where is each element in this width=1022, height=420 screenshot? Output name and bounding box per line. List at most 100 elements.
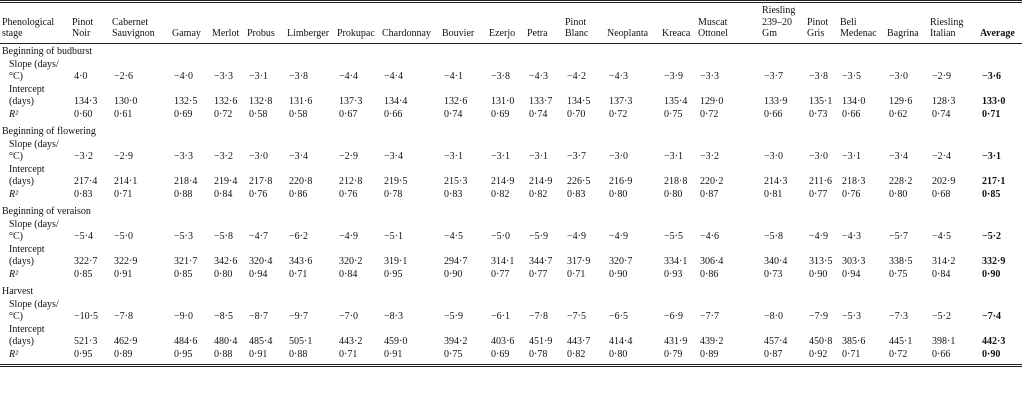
cell-value: 0·90 bbox=[444, 269, 463, 280]
column-header: Bagrina bbox=[885, 1, 928, 44]
cell-value: 0·67 bbox=[339, 109, 358, 120]
cell-value: −7·8 bbox=[114, 310, 133, 322]
cell-value: 0·85 bbox=[74, 269, 93, 280]
cell-value: 220·8 bbox=[289, 175, 313, 187]
row-label: R² bbox=[9, 109, 19, 120]
cell-value: 129·6 bbox=[889, 95, 913, 107]
cell-value: −6·5 bbox=[609, 310, 628, 322]
cell-value: −5·9 bbox=[529, 230, 548, 242]
cell-value: 0·91 bbox=[384, 349, 403, 360]
cell-value: −9·7 bbox=[289, 310, 308, 322]
cell-value: 134·5 bbox=[567, 95, 591, 107]
cell-value: 0·94 bbox=[842, 269, 861, 280]
cell-value: 0·69 bbox=[491, 109, 510, 120]
row-label: Intercept (days) bbox=[9, 244, 45, 267]
cell-value: −6·2 bbox=[289, 230, 308, 242]
cell-value: 338·5 bbox=[889, 255, 913, 267]
cell-value: −3·0 bbox=[249, 150, 268, 162]
cell-value: 135·4 bbox=[664, 95, 688, 107]
cell-value: 0·78 bbox=[529, 349, 548, 360]
cell-value: 0·95 bbox=[74, 349, 93, 360]
cell-value: 0·74 bbox=[444, 109, 463, 120]
cell-value: 132·5 bbox=[174, 95, 198, 107]
cell-value: −4·9 bbox=[339, 230, 358, 242]
cell-value: 0·73 bbox=[764, 269, 783, 280]
cell-value: 0·75 bbox=[444, 349, 463, 360]
cell-value: −3·1 bbox=[842, 150, 861, 162]
cell-value: 219·4 bbox=[214, 175, 238, 187]
cell-value: 0·85 bbox=[982, 189, 1001, 200]
cell-value: −10·5 bbox=[74, 310, 98, 322]
column-header: Gamay bbox=[170, 1, 210, 44]
cell-value: 0·84 bbox=[214, 189, 233, 200]
column-header: Prokupac bbox=[335, 1, 380, 44]
cell-value: 0·84 bbox=[339, 269, 358, 280]
cell-value: 342·6 bbox=[214, 255, 238, 267]
data-row: R² 0·85 0·91 0·85 0·80 0·94 0·71 0·84 0·95 0·90 0·… bbox=[0, 268, 1022, 284]
cell-value: 0·82 bbox=[491, 189, 510, 200]
cell-value: 459·0 bbox=[384, 335, 408, 347]
cell-value: 403·6 bbox=[491, 335, 515, 347]
cell-value: 0·66 bbox=[932, 349, 951, 360]
cell-value: 0·71 bbox=[982, 109, 1001, 120]
cell-value: 132·8 bbox=[249, 95, 273, 107]
cell-value: 0·85 bbox=[174, 269, 193, 280]
cell-value: −2·9 bbox=[339, 150, 358, 162]
cell-value: −5·8 bbox=[764, 230, 783, 242]
cell-value: −3·8 bbox=[809, 70, 828, 82]
cell-value: 521·3 bbox=[74, 335, 98, 347]
section-row: Beginning of budburst bbox=[0, 43, 1022, 58]
cell-value: −4·6 bbox=[700, 230, 719, 242]
data-row: R² 0·60 0·61 0·69 0·72 0·58 0·58 0·67 0·66 0·74 0·… bbox=[0, 108, 1022, 124]
cell-value: 217·4 bbox=[74, 175, 98, 187]
cell-value: 0·71 bbox=[114, 189, 133, 200]
cell-value: 214·9 bbox=[491, 175, 515, 187]
column-header: Cabernet Sauvignon bbox=[110, 1, 170, 44]
cell-value: −3·6 bbox=[982, 70, 1002, 82]
cell-value: 0·87 bbox=[700, 189, 719, 200]
cell-value: 385·6 bbox=[842, 335, 866, 347]
cell-value: −5·7 bbox=[889, 230, 908, 242]
cell-value: 294·7 bbox=[444, 255, 468, 267]
cell-value: 0·76 bbox=[249, 189, 268, 200]
cell-value: 0·71 bbox=[339, 349, 358, 360]
cell-value: 134·4 bbox=[384, 95, 408, 107]
cell-value: 0·58 bbox=[249, 109, 268, 120]
cell-value: 0·79 bbox=[664, 349, 683, 360]
cell-value: 306·4 bbox=[700, 255, 724, 267]
cell-value: −4·5 bbox=[932, 230, 951, 242]
cell-value: 398·1 bbox=[932, 335, 956, 347]
cell-value: 480·4 bbox=[214, 335, 238, 347]
data-row: Intercept (days) 217·4 214·1 218·4 219·4 217·… bbox=[0, 163, 1022, 188]
cell-value: 457·4 bbox=[764, 335, 788, 347]
cell-value: 320·2 bbox=[339, 255, 363, 267]
cell-value: 133·9 bbox=[764, 95, 788, 107]
cell-value: 0·69 bbox=[174, 109, 193, 120]
cell-value: −3·7 bbox=[567, 150, 586, 162]
cell-value: 0·86 bbox=[289, 189, 308, 200]
cell-value: 218·8 bbox=[664, 175, 688, 187]
row-label: R² bbox=[9, 349, 19, 360]
cell-value: 0·73 bbox=[809, 109, 828, 120]
cell-value: 131·0 bbox=[491, 95, 515, 107]
cell-value: 394·2 bbox=[444, 335, 468, 347]
cell-value: −4·0 bbox=[174, 70, 193, 82]
cell-value: 0·90 bbox=[982, 269, 1001, 280]
cell-value: −5·9 bbox=[444, 310, 463, 322]
cell-value: −5·3 bbox=[174, 230, 193, 242]
cell-value: −8·7 bbox=[249, 310, 268, 322]
cell-value: 340·4 bbox=[764, 255, 788, 267]
cell-value: 0·91 bbox=[249, 349, 268, 360]
cell-value: 322·9 bbox=[114, 255, 138, 267]
cell-value: −5·2 bbox=[932, 310, 951, 322]
data-row: Intercept (days) 322·7 322·9 321·7 342·6 320·… bbox=[0, 243, 1022, 268]
cell-value: 0·68 bbox=[932, 189, 951, 200]
cell-value: −7·3 bbox=[889, 310, 908, 322]
cell-value: 0·75 bbox=[889, 269, 908, 280]
section-title: Beginning of flowering bbox=[2, 125, 96, 137]
cell-value: 214·1 bbox=[114, 175, 138, 187]
data-row: Slope (days/°C) −5·4 −5·0 −5·3 −5·8 −4·7 −6·2 −… bbox=[0, 218, 1022, 243]
cell-value: −2·4 bbox=[932, 150, 951, 162]
cell-value: −7·8 bbox=[529, 310, 548, 322]
cell-value: −3·1 bbox=[529, 150, 548, 162]
